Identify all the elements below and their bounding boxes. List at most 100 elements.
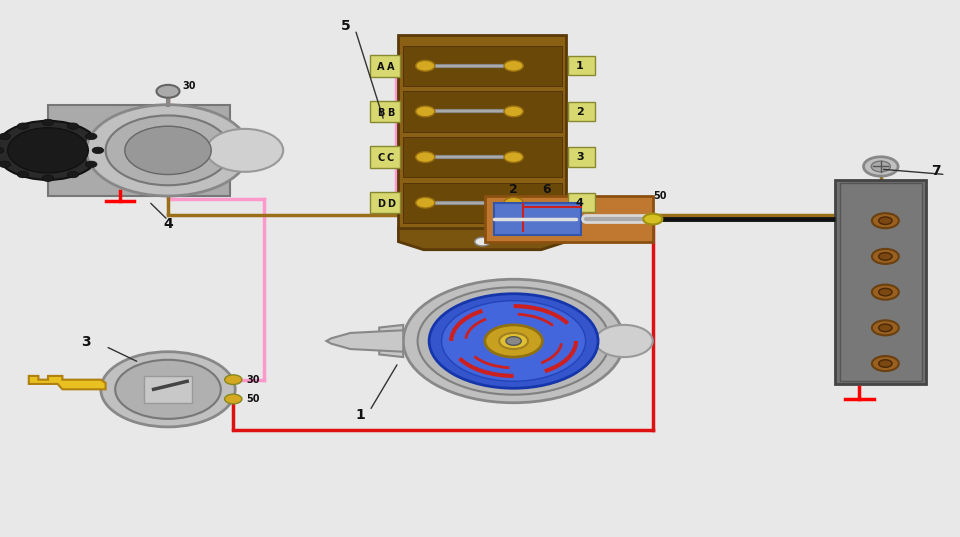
Circle shape <box>504 198 523 208</box>
Circle shape <box>504 60 523 71</box>
Text: D: D <box>387 199 395 209</box>
Circle shape <box>504 151 523 163</box>
Text: 4: 4 <box>163 217 173 231</box>
Text: B: B <box>387 108 395 118</box>
Circle shape <box>872 249 899 264</box>
Bar <box>48 105 230 196</box>
Bar <box>403 183 562 223</box>
Bar <box>403 46 562 86</box>
Text: D: D <box>377 199 385 209</box>
Circle shape <box>416 198 435 208</box>
Circle shape <box>17 171 29 178</box>
Circle shape <box>92 147 104 154</box>
Circle shape <box>872 213 899 228</box>
Circle shape <box>85 133 97 140</box>
Bar <box>485 196 653 242</box>
Circle shape <box>115 360 221 419</box>
Circle shape <box>871 161 891 172</box>
Circle shape <box>416 106 435 117</box>
Text: 2: 2 <box>509 183 517 197</box>
Bar <box>835 180 926 384</box>
Bar <box>370 55 400 76</box>
Circle shape <box>101 352 235 427</box>
Circle shape <box>225 394 242 404</box>
Circle shape <box>106 115 230 185</box>
Bar <box>216 137 269 164</box>
Circle shape <box>499 333 528 349</box>
Circle shape <box>8 128 88 173</box>
Text: 4: 4 <box>576 198 584 208</box>
Text: B: B <box>377 108 385 118</box>
Circle shape <box>872 356 899 371</box>
Bar <box>398 35 566 228</box>
Circle shape <box>878 288 892 296</box>
Bar <box>568 147 595 166</box>
Circle shape <box>643 214 662 224</box>
Circle shape <box>864 157 898 176</box>
Circle shape <box>67 123 79 129</box>
Bar <box>568 102 595 121</box>
Bar <box>370 146 400 168</box>
Text: 30: 30 <box>247 375 260 385</box>
Text: 3: 3 <box>576 153 584 162</box>
Text: A: A <box>377 62 385 72</box>
Bar <box>403 91 562 132</box>
Circle shape <box>0 133 11 140</box>
Circle shape <box>442 301 586 381</box>
Text: C: C <box>387 154 395 163</box>
Circle shape <box>474 237 490 246</box>
Circle shape <box>429 294 598 388</box>
Text: 1: 1 <box>355 408 365 422</box>
Bar <box>370 101 400 122</box>
Text: 1: 1 <box>576 61 584 71</box>
Circle shape <box>878 360 892 367</box>
Circle shape <box>504 106 523 117</box>
Bar <box>494 203 581 235</box>
Polygon shape <box>29 376 106 389</box>
Polygon shape <box>379 325 403 357</box>
Circle shape <box>595 325 653 357</box>
Circle shape <box>67 171 79 178</box>
Circle shape <box>206 129 283 172</box>
Circle shape <box>0 161 11 168</box>
Circle shape <box>156 85 180 98</box>
Text: 50: 50 <box>653 191 666 201</box>
Text: 30: 30 <box>182 81 196 91</box>
Circle shape <box>416 151 435 163</box>
Polygon shape <box>398 228 566 250</box>
Text: 2: 2 <box>576 107 584 117</box>
Circle shape <box>0 147 4 154</box>
Circle shape <box>485 325 542 357</box>
Bar <box>568 56 595 75</box>
Circle shape <box>403 279 624 403</box>
Bar <box>840 183 922 381</box>
Text: 6: 6 <box>542 183 551 197</box>
Text: 3: 3 <box>82 336 91 350</box>
Text: 7: 7 <box>931 164 941 178</box>
Circle shape <box>872 320 899 335</box>
Circle shape <box>506 337 521 345</box>
Circle shape <box>42 175 54 182</box>
Bar <box>370 192 400 214</box>
Circle shape <box>872 285 899 300</box>
Text: C: C <box>377 154 385 163</box>
Circle shape <box>418 287 610 395</box>
Text: 5: 5 <box>341 19 350 33</box>
Circle shape <box>85 161 97 168</box>
Bar <box>403 137 562 177</box>
Circle shape <box>125 126 211 175</box>
Circle shape <box>42 119 54 126</box>
Circle shape <box>878 217 892 224</box>
Bar <box>568 193 595 213</box>
Bar <box>144 376 192 403</box>
Polygon shape <box>326 330 403 352</box>
Circle shape <box>0 121 101 180</box>
Circle shape <box>17 123 29 129</box>
Circle shape <box>878 253 892 260</box>
Circle shape <box>225 375 242 384</box>
Text: A: A <box>387 62 395 72</box>
Circle shape <box>878 324 892 331</box>
Circle shape <box>86 105 250 196</box>
Text: 50: 50 <box>247 394 260 404</box>
Circle shape <box>416 60 435 71</box>
